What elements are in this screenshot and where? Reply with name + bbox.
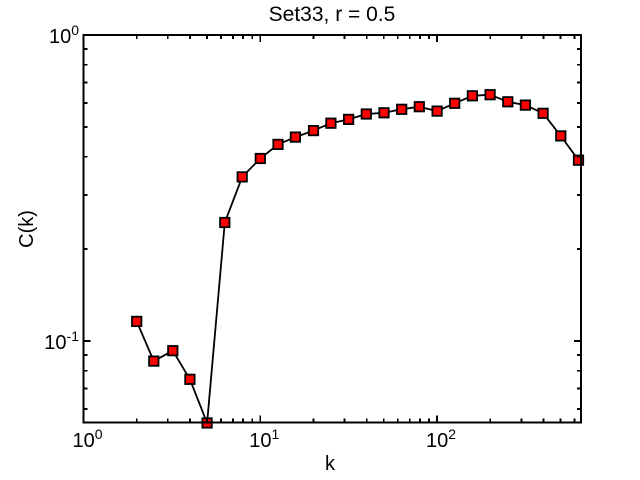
- tick-labels-layer: 100 101 102 100 10-1: [44, 22, 456, 452]
- data-point-marker: [307, 125, 320, 137]
- x-tick-label: 100: [72, 426, 102, 452]
- data-point-marker: [131, 315, 143, 328]
- data-point-marker: [184, 373, 196, 385]
- x-tick-label: 101: [249, 426, 279, 452]
- data-point-marker: [325, 117, 337, 129]
- data-point-marker: [519, 99, 532, 111]
- data-point-marker: [413, 101, 425, 113]
- data-point-marker: [254, 152, 266, 165]
- data-point-marker: [396, 103, 408, 115]
- data-point-marker: [219, 216, 231, 229]
- x-axis-label: k: [325, 453, 336, 475]
- data-point-marker: [484, 89, 496, 101]
- plot-box: [82, 34, 582, 424]
- data-point-marker: [572, 154, 585, 166]
- data-point-marker: [148, 355, 160, 367]
- y-tick-label: 10-1: [44, 328, 79, 354]
- data-point-marker: [449, 97, 461, 109]
- data-series-layer: [131, 89, 585, 429]
- data-point-marker: [502, 96, 514, 108]
- data-point-marker: [360, 108, 372, 120]
- data-point-marker: [272, 138, 284, 150]
- data-point-marker: [537, 107, 549, 119]
- series-line: [135, 93, 580, 424]
- axes-box-and-ticks: [82, 34, 582, 424]
- y-tick-label: 100: [49, 22, 79, 48]
- data-point-marker: [236, 171, 248, 183]
- data-point-marker: [466, 90, 479, 102]
- data-point-marker: [431, 105, 443, 117]
- data-point-marker: [167, 345, 179, 357]
- data-point-marker: [289, 131, 302, 143]
- data-point-marker: [342, 113, 355, 125]
- chart-title: Set33, r = 0.5: [269, 3, 396, 26]
- data-point-marker: [555, 130, 567, 142]
- y-axis-label: C(k): [16, 210, 38, 248]
- data-point-marker: [378, 107, 390, 119]
- x-tick-label: 102: [426, 426, 456, 452]
